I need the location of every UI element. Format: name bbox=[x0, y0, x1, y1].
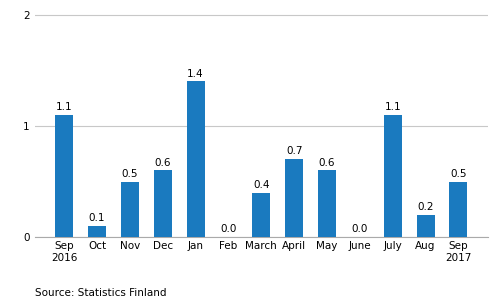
Text: 1.1: 1.1 bbox=[56, 102, 72, 112]
Text: 0.5: 0.5 bbox=[450, 169, 467, 179]
Text: 0.0: 0.0 bbox=[220, 224, 237, 234]
Text: 0.5: 0.5 bbox=[122, 169, 138, 179]
Text: 1.4: 1.4 bbox=[187, 69, 204, 79]
Bar bbox=[318, 170, 336, 237]
Bar bbox=[384, 115, 402, 237]
Text: 0.6: 0.6 bbox=[154, 157, 171, 168]
Bar bbox=[186, 81, 205, 237]
Bar bbox=[417, 215, 435, 237]
Bar bbox=[55, 115, 73, 237]
Bar bbox=[450, 181, 467, 237]
Text: 0.4: 0.4 bbox=[253, 180, 270, 190]
Text: 0.0: 0.0 bbox=[352, 224, 368, 234]
Bar bbox=[285, 159, 303, 237]
Bar bbox=[154, 170, 172, 237]
Text: 1.1: 1.1 bbox=[385, 102, 401, 112]
Text: 0.7: 0.7 bbox=[286, 147, 302, 157]
Text: 0.1: 0.1 bbox=[89, 213, 106, 223]
Text: 0.6: 0.6 bbox=[319, 157, 335, 168]
Text: Source: Statistics Finland: Source: Statistics Finland bbox=[35, 288, 166, 298]
Bar bbox=[88, 226, 106, 237]
Bar bbox=[252, 193, 270, 237]
Bar bbox=[121, 181, 139, 237]
Text: 0.2: 0.2 bbox=[417, 202, 434, 212]
